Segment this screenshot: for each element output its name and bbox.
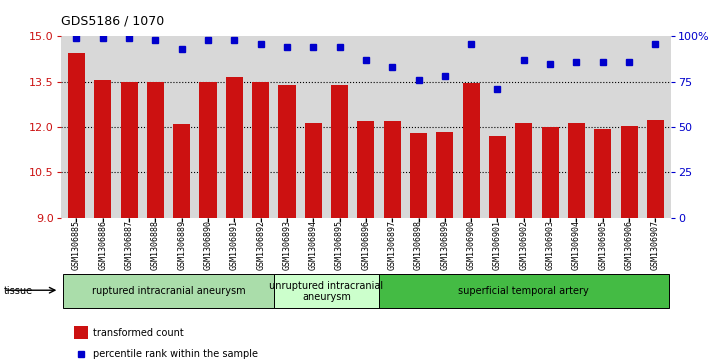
Bar	[379, 274, 668, 309]
Text: GSM1306897: GSM1306897	[388, 220, 397, 270]
Bar	[436, 132, 453, 218]
Bar	[68, 53, 85, 218]
Bar	[305, 122, 322, 218]
Bar	[383, 121, 401, 218]
Text: GSM1306901: GSM1306901	[493, 220, 502, 270]
Bar	[594, 129, 611, 218]
Text: tissue: tissue	[4, 286, 33, 296]
Bar	[252, 82, 269, 218]
Text: GSM1306899: GSM1306899	[441, 220, 449, 270]
Text: GSM1306885: GSM1306885	[72, 220, 81, 270]
Text: unruptured intracranial
aneurysm: unruptured intracranial aneurysm	[269, 281, 383, 302]
Bar	[226, 77, 243, 218]
Text: percentile rank within the sample: percentile rank within the sample	[93, 349, 258, 359]
Bar	[174, 124, 191, 218]
Bar	[121, 82, 138, 218]
Text: GSM1306904: GSM1306904	[572, 220, 581, 270]
Text: GDS5186 / 1070: GDS5186 / 1070	[61, 14, 164, 27]
Bar	[489, 136, 506, 218]
Text: superficial temporal artery: superficial temporal artery	[458, 286, 589, 296]
Text: GSM1306895: GSM1306895	[335, 220, 344, 270]
Bar	[647, 121, 664, 218]
Text: GSM1306898: GSM1306898	[414, 220, 423, 270]
Bar	[620, 126, 638, 218]
Text: GSM1306902: GSM1306902	[519, 220, 528, 270]
Text: GSM1306906: GSM1306906	[625, 220, 633, 270]
Text: GSM1306893: GSM1306893	[283, 220, 291, 270]
Bar	[64, 274, 274, 309]
Text: transformed count: transformed count	[93, 327, 183, 338]
Text: GSM1306890: GSM1306890	[203, 220, 213, 270]
Text: GSM1306886: GSM1306886	[99, 220, 107, 270]
Bar	[358, 121, 374, 218]
Bar	[463, 83, 480, 218]
Text: GSM1306889: GSM1306889	[177, 220, 186, 270]
Text: GSM1306892: GSM1306892	[256, 220, 265, 270]
Bar	[568, 122, 585, 218]
Bar	[516, 122, 533, 218]
Bar	[331, 85, 348, 218]
Text: ruptured intracranial aneurysm: ruptured intracranial aneurysm	[92, 286, 246, 296]
Text: GSM1306907: GSM1306907	[651, 220, 660, 270]
Text: GSM1306891: GSM1306891	[230, 220, 239, 270]
Text: GSM1306887: GSM1306887	[125, 220, 134, 270]
Text: GSM1306900: GSM1306900	[467, 220, 476, 270]
Bar	[94, 80, 111, 218]
Bar	[410, 133, 427, 218]
Bar	[199, 82, 216, 218]
Bar	[541, 127, 558, 218]
Text: GSM1306905: GSM1306905	[598, 220, 607, 270]
Text: GSM1306903: GSM1306903	[545, 220, 555, 270]
Bar	[278, 85, 296, 218]
Bar	[147, 82, 164, 218]
Bar	[274, 274, 379, 309]
Text: GSM1306894: GSM1306894	[308, 220, 318, 270]
Bar	[74, 326, 88, 339]
Text: GSM1306888: GSM1306888	[151, 220, 160, 270]
Text: GSM1306896: GSM1306896	[361, 220, 371, 270]
